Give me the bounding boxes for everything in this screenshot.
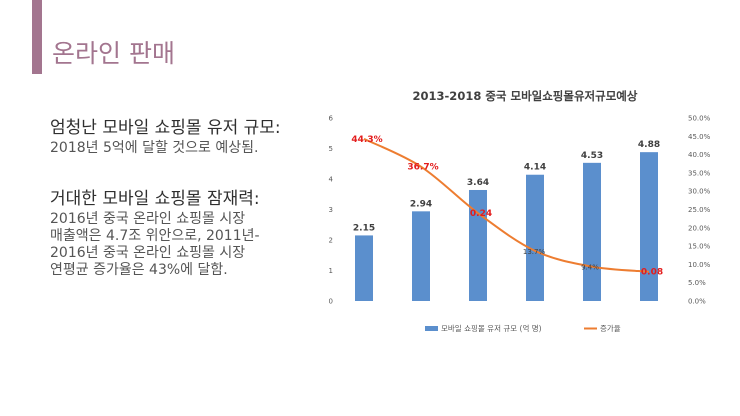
block-line: 매출액은 4.7조 위안으로, 2011년-	[50, 228, 260, 244]
text-block-market-potential: 거대한 모바일 쇼핑몰 잠재력: 2016년 중국 온라인 쇼핑몰 시장 매출액…	[50, 184, 260, 279]
y-left-tick-label: 5	[329, 145, 333, 153]
line-value-label: 0.08	[641, 268, 663, 278]
bar-value-label: 4.53	[581, 151, 603, 161]
y-right-tick-label: 30.0%	[688, 188, 711, 196]
bar-2016	[526, 174, 544, 301]
text-block-user-scale: 엄청난 모바일 쇼핑몰 유저 규모: 2018년 5억에 달할 것으로 예상됨.	[50, 113, 281, 157]
legend-bar-swatch	[425, 326, 438, 331]
y-right-tick-label: 15.0%	[688, 243, 711, 251]
bar-value-label: 4.88	[638, 140, 660, 150]
slide-title: 온라인 판매	[52, 39, 175, 68]
bar-2015	[469, 189, 487, 301]
y-left-tick-label: 4	[329, 176, 334, 184]
y-right-tick-label: 0.0%	[688, 298, 706, 306]
line-value-label: 9.4%	[581, 264, 599, 272]
line-value-label: 0.24	[470, 209, 492, 219]
y-right-tick-label: 25.0%	[688, 206, 711, 214]
y-left-tick-label: 2	[329, 237, 333, 245]
bar-value-label: 4.14	[524, 163, 546, 173]
y-left-tick-label: 0	[329, 298, 333, 306]
chart-title: 2013-2018 중국 모바일쇼핑몰유저규모예상	[413, 89, 638, 103]
bar-2018	[640, 152, 658, 301]
y-left-tick-label: 6	[329, 115, 334, 123]
y-right-tick-label: 35.0%	[688, 169, 711, 177]
y-left-tick-label: 3	[329, 206, 333, 214]
y-left-tick-label: 1	[329, 267, 333, 275]
legend-bar-label: 모바일 쇼핑몰 유저 규모 (억 명)	[441, 323, 542, 333]
block-line: 2018년 5억에 달할 것으로 예상됨.	[50, 140, 259, 156]
block-line: 2016년 중국 온라인 쇼핑몰 시장	[50, 245, 246, 261]
line-value-label: 44.3%	[351, 135, 382, 145]
block-heading: 엄청난 모바일 쇼핑몰 유저 규모:	[50, 118, 281, 138]
block-line: 연평균 증가율은 43%에 달함.	[50, 262, 228, 278]
bar-2013	[355, 235, 373, 301]
bar-2017	[583, 162, 601, 301]
line-value-label: 36.7%	[407, 163, 438, 173]
y-right-tick-label: 40.0%	[688, 151, 711, 159]
growth-rate-line	[363, 137, 650, 273]
block-heading: 거대한 모바일 쇼핑몰 잠재력:	[50, 189, 260, 209]
bar-2014	[412, 211, 430, 301]
line-value-label: 13.7%	[523, 248, 546, 256]
y-right-tick-label: 10.0%	[688, 261, 711, 269]
legend-line-label: 증가율	[600, 324, 621, 333]
y-right-tick-label: 45.0%	[688, 133, 711, 141]
y-right-tick-label: 5.0%	[688, 279, 706, 287]
y-right-tick-label: 50.0%	[688, 115, 711, 123]
bar-value-label: 2.15	[353, 223, 375, 233]
bar-value-label: 2.94	[410, 199, 432, 209]
y-right-tick-label: 20.0%	[688, 224, 711, 232]
block-line: 2016년 중국 온라인 쇼핑몰 시장	[50, 211, 246, 227]
bar-value-label: 3.64	[467, 178, 489, 188]
title-accent-bar	[32, 0, 42, 74]
